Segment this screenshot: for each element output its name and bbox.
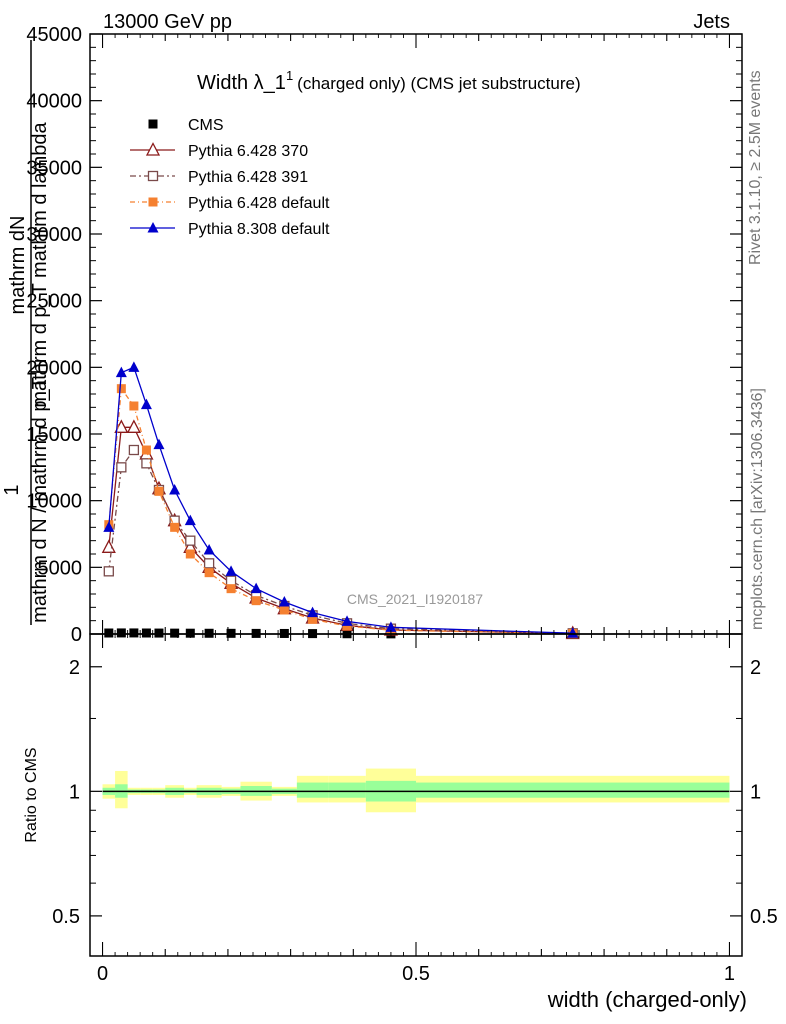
series-1-point	[126, 419, 141, 433]
ratio-ytick-label-right: 0.5	[750, 906, 778, 928]
xtick-label: 1	[724, 963, 735, 985]
series-0-point	[116, 628, 126, 638]
series-2-point	[141, 458, 152, 469]
ratio-band-inner	[328, 782, 366, 798]
series-4-point	[140, 398, 152, 410]
legend-label: Pythia 8.308 default	[188, 221, 330, 238]
ratio-ytick-label: 1	[69, 781, 80, 803]
series-4-point	[567, 627, 579, 638]
series-2-point	[116, 462, 127, 473]
series-4-point	[184, 514, 196, 526]
series-4-line	[108, 366, 573, 634]
series-4-point	[341, 615, 353, 626]
series-0-point	[154, 628, 164, 638]
series-3-point	[141, 445, 151, 455]
series-3-point	[279, 605, 289, 615]
legend-marker	[148, 119, 158, 129]
legend-label: Pythia 6.428 370	[188, 143, 308, 160]
header-energy-label: 13000 GeV pp	[103, 11, 232, 33]
series-3-point	[226, 584, 236, 594]
series-3-point	[185, 549, 195, 559]
xtick-label: 0.5	[402, 963, 430, 985]
series-3-point	[251, 596, 261, 606]
ratio-ytick-label: 0.5	[52, 906, 80, 928]
analysis-watermark: CMS_2021_I1920187	[347, 591, 483, 607]
ylabel-line2: mathrm d p_T mathrm d lambda	[29, 121, 51, 407]
main-ytick-label: 25000	[26, 291, 82, 313]
main-ytick-label: 10000	[26, 491, 82, 513]
series-3-line	[108, 386, 573, 635]
series-3-point	[170, 522, 180, 532]
main-ytick-label: 20000	[26, 357, 82, 379]
main-ytick-label: 0	[71, 624, 82, 646]
legend: CMS Pythia 6.428 370 Pythia 6.428 391 Pythi…	[130, 117, 330, 238]
ratio-band-inner	[416, 782, 730, 798]
ylabel-frac-numerator: 1	[1, 484, 23, 495]
chart-title: Width λ_11 (charged only) (CMS jet substr…	[197, 68, 581, 94]
series-4-point	[307, 606, 319, 618]
series-4-point	[169, 484, 181, 495]
ylabel-line1: mathrm dN	[7, 216, 29, 315]
series-4-point	[203, 544, 215, 555]
series-2-point	[203, 558, 215, 569]
chart-title-rest: (charged only) (CMS jet substructure)	[297, 74, 580, 93]
series-3-point	[129, 401, 139, 411]
legend-label: CMS	[188, 117, 224, 134]
series-3-point	[308, 614, 318, 624]
series-2-point	[225, 575, 237, 586]
main-ytick-label: 35000	[26, 157, 82, 179]
series-2-point	[185, 535, 196, 546]
legend-label: Pythia 6.428 default	[188, 195, 330, 212]
series-0-point	[170, 628, 180, 638]
chart-title-main: Width λ_1	[197, 72, 286, 94]
legend-marker	[147, 222, 159, 233]
ratio-ytick-label-right: 1	[750, 781, 761, 803]
rivet-version-label: Rivet 3.1.10, ≥ 2.5M events	[747, 70, 764, 265]
main-ylabel: mathrm dN mathrm d p_T mathrm d lambda 1…	[1, 40, 51, 625]
series-4-point	[385, 621, 397, 632]
main-ytick-label: 40000	[26, 91, 82, 113]
legend-marker	[147, 170, 159, 182]
main-ytick-label: 45000	[26, 24, 82, 46]
header-jets-label: Jets	[693, 11, 730, 33]
series-3-point	[116, 384, 126, 394]
series-4-point	[250, 582, 262, 594]
series-0-point	[104, 628, 114, 638]
series-3-point	[154, 486, 164, 496]
series-2-point	[103, 566, 114, 577]
series-1-point	[101, 539, 116, 553]
series-0-point	[141, 628, 151, 638]
legend-marker	[148, 197, 158, 207]
series-3-point	[342, 621, 352, 631]
legend-marker	[145, 142, 161, 156]
main-ytick-label: 15000	[26, 424, 82, 446]
chart-title-superscript: 1	[286, 68, 293, 83]
series-4-point	[103, 521, 115, 532]
series-2-line	[108, 448, 573, 634]
series-2-point	[128, 444, 140, 456]
ratio-ylabel: Ratio to CMS	[23, 747, 40, 842]
ylabel-frac-denominator: mathrm d N / mathrm d p_T	[29, 377, 51, 623]
series-4-point	[278, 596, 290, 607]
series-4-point	[115, 366, 127, 378]
main-ytick-label: 30000	[26, 224, 82, 246]
series-4-point	[225, 565, 237, 576]
xlabel: width (charged-only)	[547, 987, 747, 1012]
series-3-point	[204, 568, 214, 578]
mcplots-label: mcplots.cern.ch [arXiv:1306.3436]	[749, 388, 766, 630]
ratio-band-inner	[296, 782, 329, 798]
ratio-ytick-label-right: 2	[750, 657, 761, 679]
main-ytick-label: 5000	[38, 557, 83, 579]
series-4-point	[153, 438, 165, 450]
legend-label: Pythia 6.428 391	[188, 169, 308, 186]
xtick-label: 0	[97, 963, 108, 985]
ratio-ytick-label: 2	[69, 657, 80, 679]
series-4-point	[128, 361, 140, 372]
series-0-point	[129, 628, 139, 638]
